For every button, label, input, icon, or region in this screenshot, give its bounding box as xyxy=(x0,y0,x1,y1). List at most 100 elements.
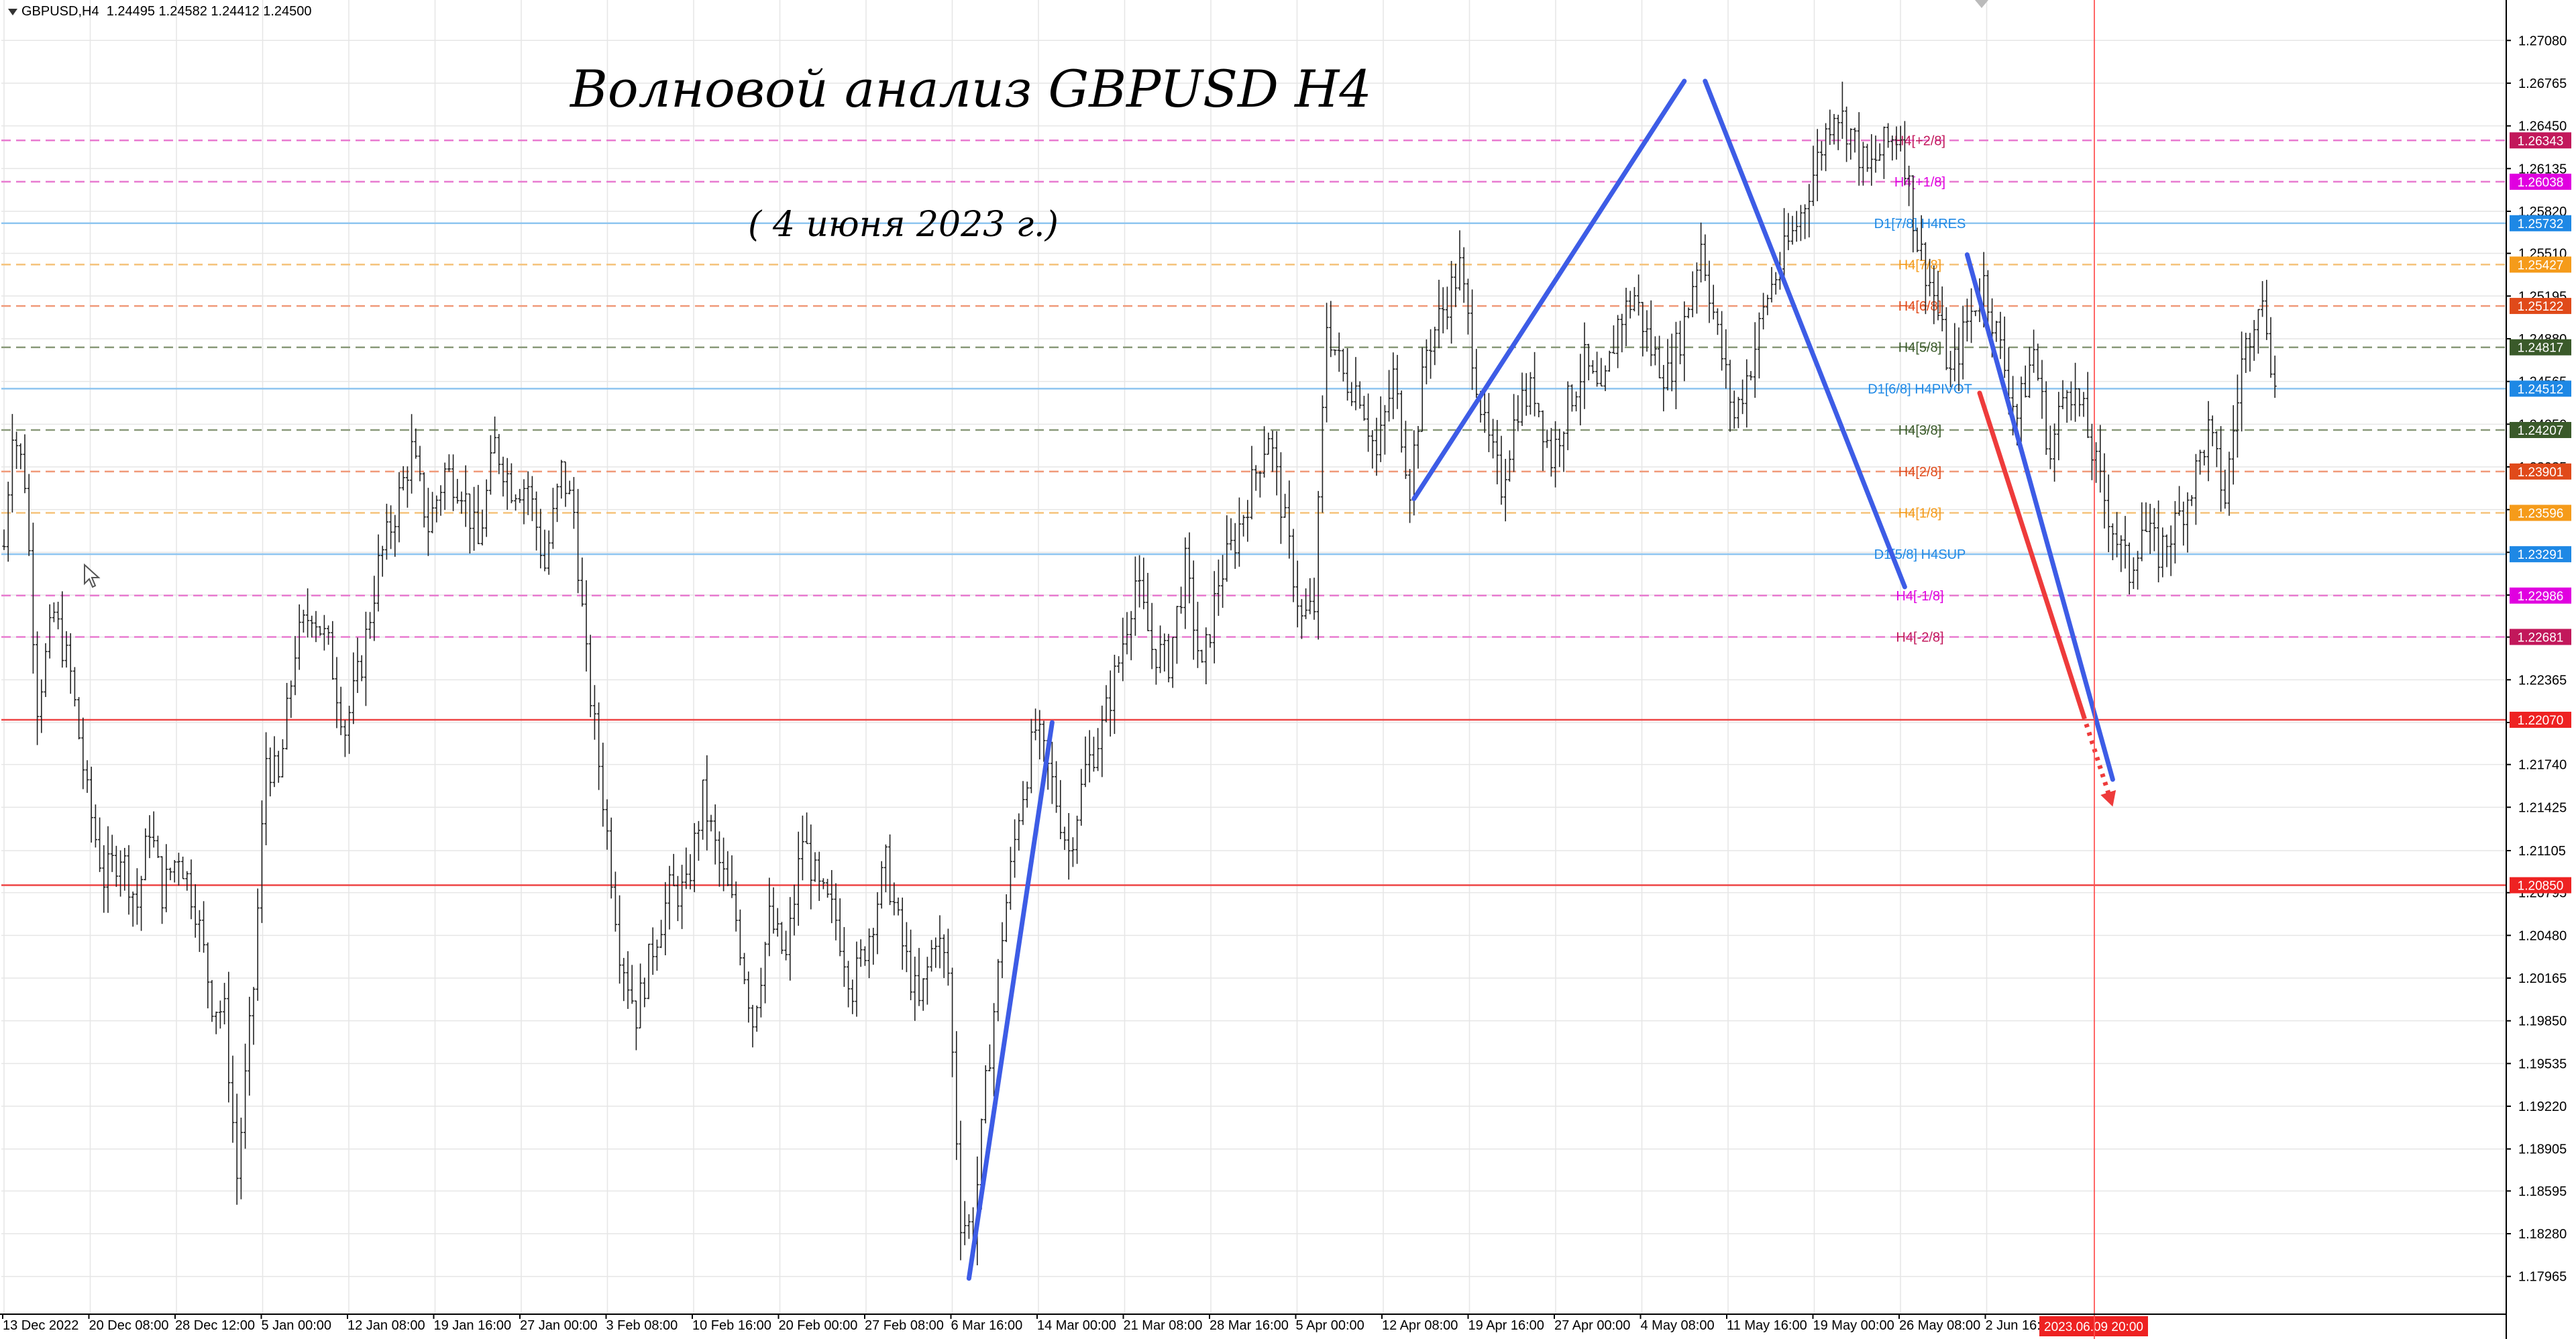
time-tick-label: 6 Mar 16:00 xyxy=(951,1318,1023,1333)
price-tick-label: 1.26765 xyxy=(2518,76,2567,91)
level-price-label: 1.24817 xyxy=(2518,341,2564,356)
level-price-label: 1.22681 xyxy=(2518,631,2564,645)
price-tick-label: 1.27080 xyxy=(2518,34,2567,48)
forecast-line[interactable] xyxy=(1977,390,2086,718)
level-label: H4[-2/8] xyxy=(1896,630,1943,645)
price-tick-label: 1.26135 xyxy=(2518,162,2567,176)
level-price-badge[interactable] xyxy=(2510,173,2571,190)
wave-down-may[interactable] xyxy=(1703,78,1907,590)
level-price-badge[interactable] xyxy=(2510,215,2571,231)
time-tick-label: 28 Mar 16:00 xyxy=(1210,1318,1289,1333)
level-price-label: 1.24207 xyxy=(2518,424,2564,438)
level-price-badge[interactable] xyxy=(2510,711,2571,728)
level-price-label: 1.26343 xyxy=(2518,134,2564,148)
chart-shift-marker[interactable] xyxy=(1975,0,1988,8)
time-tick-label: 19 Jan 16:00 xyxy=(434,1318,512,1333)
chart-date: ( 4 июня 2023 г.) xyxy=(748,205,1059,245)
price-tick-label: 1.20480 xyxy=(2518,928,2567,943)
price-tick-label: 1.20165 xyxy=(2518,971,2567,986)
level-price-badge[interactable] xyxy=(2510,132,2571,149)
time-tick-label: 5 Jan 00:00 xyxy=(262,1318,332,1333)
level-price-badge[interactable] xyxy=(2510,380,2571,397)
level-price-label: 1.23596 xyxy=(2518,507,2564,521)
level-label: D1[7/8] H4RES xyxy=(1874,217,1966,231)
price-tick-label: 1.18280 xyxy=(2518,1227,2567,1242)
time-tick-label: 5 Apr 00:00 xyxy=(1296,1318,1364,1333)
time-tick-label: 27 Jan 00:00 xyxy=(520,1318,598,1333)
price-axis[interactable]: 1.270801.267651.264501.261351.258201.255… xyxy=(2506,34,2571,1285)
level-price-badge[interactable] xyxy=(2510,463,2571,480)
price-tick-label: 1.18595 xyxy=(2518,1184,2567,1199)
price-tick-label: 1.19220 xyxy=(2518,1100,2567,1114)
symbol-ohlc-text: GBPUSD,H4 1.24495 1.24582 1.24412 1.2450… xyxy=(21,4,312,19)
price-tick-label: 1.19850 xyxy=(2518,1014,2567,1029)
level-label: H4[+1/8] xyxy=(1894,175,1945,190)
current-time-line[interactable] xyxy=(2094,0,2095,1339)
time-tick-label: 19 Apr 16:00 xyxy=(1468,1318,1544,1333)
price-tick-label: 1.18905 xyxy=(2518,1142,2567,1157)
chart-grid xyxy=(1,0,2506,1314)
level-price-label: 1.20850 xyxy=(2518,879,2564,894)
time-tick-label: 12 Apr 08:00 xyxy=(1382,1318,1458,1333)
level-price-badge[interactable] xyxy=(2510,339,2571,356)
level-price-badge[interactable] xyxy=(2510,256,2571,273)
level-label: H4[1/8] xyxy=(1898,506,1941,521)
level-price-badge[interactable] xyxy=(2510,587,2571,604)
time-tick-label: 20 Dec 08:00 xyxy=(89,1318,169,1333)
level-label: H4[2/8] xyxy=(1898,465,1941,480)
time-tick-label: 4 May 08:00 xyxy=(1641,1318,1715,1333)
price-tick-label: 1.21105 xyxy=(2518,844,2566,859)
time-axis[interactable]: 13 Dec 2022 20 Dec 08:00 28 Dec 12:00 5 Jan… xyxy=(2,1314,2148,1336)
dropdown-triangle-icon[interactable] xyxy=(8,8,17,15)
time-tick-label: 13 Dec 2022 xyxy=(3,1318,78,1333)
level-price-label: 1.22070 xyxy=(2518,714,2564,728)
level-price-label: 1.22986 xyxy=(2518,590,2564,604)
time-tick-label: 21 Mar 08:00 xyxy=(1124,1318,1203,1333)
time-tick-label: 10 Feb 16:00 xyxy=(692,1318,771,1333)
wave-up-march[interactable] xyxy=(966,720,1055,1281)
level-price-label: 1.25122 xyxy=(2518,300,2564,314)
price-tick-label: 1.21425 xyxy=(2518,800,2567,815)
time-tick-label: 27 Feb 08:00 xyxy=(865,1318,944,1333)
wave-up-april-may[interactable] xyxy=(1411,78,1687,501)
time-tick-label: 14 Mar 00:00 xyxy=(1037,1318,1116,1333)
time-tick-label: 19 May 00:00 xyxy=(1813,1318,1894,1333)
level-price-badge[interactable] xyxy=(2510,422,2571,439)
wave-lines xyxy=(966,78,2116,1281)
level-label: H4[6/8] xyxy=(1898,299,1941,314)
chart-title: Волновой анализ GBPUSD H4 xyxy=(570,59,1372,119)
forecast-arrow-icon xyxy=(2100,790,2116,807)
level-price-badge[interactable] xyxy=(2510,629,2571,645)
time-tick-label: 27 Apr 00:00 xyxy=(1554,1318,1630,1333)
time-tick-label: 3 Feb 08:00 xyxy=(606,1318,678,1333)
price-candles xyxy=(2,81,2277,1266)
level-price-label: 1.23291 xyxy=(2518,548,2564,562)
time-tick-label: 11 May 16:00 xyxy=(1727,1318,1807,1333)
level-price-badge[interactable] xyxy=(2510,504,2571,521)
level-price-badge[interactable] xyxy=(2510,546,2571,563)
level-label: H4[-1/8] xyxy=(1896,589,1943,604)
price-tick-label: 1.21740 xyxy=(2518,758,2567,773)
time-axis-border xyxy=(0,1314,2507,1315)
price-tick-label: 1.26450 xyxy=(2518,119,2567,134)
price-tick-label: 1.17965 xyxy=(2518,1270,2567,1285)
level-price-badge[interactable] xyxy=(2510,298,2571,315)
level-price-label: 1.25732 xyxy=(2518,217,2564,231)
level-price-label: 1.25427 xyxy=(2518,258,2564,272)
wave-down-june-forecast[interactable] xyxy=(1964,252,2115,782)
price-tick-label: 1.19535 xyxy=(2518,1057,2567,1071)
level-price-label: 1.26038 xyxy=(2518,176,2564,190)
level-label: H4[7/8] xyxy=(1898,258,1941,272)
forecast-dotted-line[interactable] xyxy=(2081,714,2115,808)
price-tick-label: 1.22365 xyxy=(2518,673,2567,688)
time-tick-label: 28 Dec 12:00 xyxy=(175,1318,255,1333)
time-tick-label: 20 Feb 00:00 xyxy=(779,1318,858,1333)
level-label: D1[5/8] H4SUP xyxy=(1874,547,1966,562)
mouse-cursor-icon xyxy=(84,564,101,588)
time-tick-label: 26 May 08:00 xyxy=(1899,1318,1980,1333)
time-tick-label: 2 Jun 16:00 xyxy=(1986,1318,2056,1333)
level-label: D1[6/8] H4PIVOT xyxy=(1868,382,1972,396)
level-label: H4[3/8] xyxy=(1898,423,1941,438)
level-price-badge[interactable] xyxy=(2510,877,2571,894)
